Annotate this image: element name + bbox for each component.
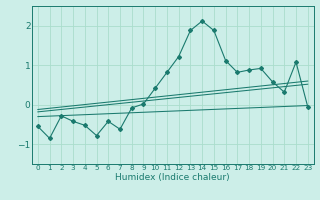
X-axis label: Humidex (Indice chaleur): Humidex (Indice chaleur) [116,173,230,182]
